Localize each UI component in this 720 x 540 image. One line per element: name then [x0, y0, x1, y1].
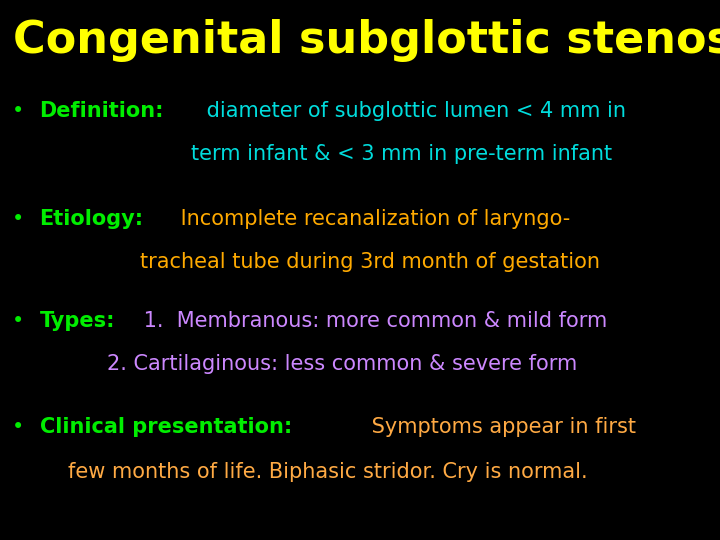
Text: term infant & < 3 mm in pre-term infant: term infant & < 3 mm in pre-term infant: [191, 144, 612, 164]
Text: Types:: Types:: [40, 311, 115, 332]
Text: •: •: [12, 416, 24, 437]
Text: Etiology:: Etiology:: [40, 208, 144, 229]
Text: diameter of subglottic lumen < 4 mm in: diameter of subglottic lumen < 4 mm in: [200, 100, 626, 121]
Text: •: •: [12, 208, 24, 229]
Text: 1.  Membranous: more common & mild form: 1. Membranous: more common & mild form: [137, 311, 607, 332]
Text: •: •: [12, 311, 24, 332]
Text: Congenital subglottic stenosis: Congenital subglottic stenosis: [13, 19, 720, 62]
Text: Clinical presentation:: Clinical presentation:: [40, 416, 292, 437]
Text: Definition:: Definition:: [40, 100, 164, 121]
Text: •: •: [12, 100, 24, 121]
Text: Incomplete recanalization of laryngo-: Incomplete recanalization of laryngo-: [174, 208, 570, 229]
Text: 2. Cartilaginous: less common & severe form: 2. Cartilaginous: less common & severe f…: [107, 354, 577, 375]
Text: tracheal tube during 3rd month of gestation: tracheal tube during 3rd month of gestat…: [140, 252, 600, 272]
Text: few months of life. Biphasic stridor. Cry is normal.: few months of life. Biphasic stridor. Cr…: [68, 462, 588, 483]
Text: Symptoms appear in first: Symptoms appear in first: [365, 416, 636, 437]
